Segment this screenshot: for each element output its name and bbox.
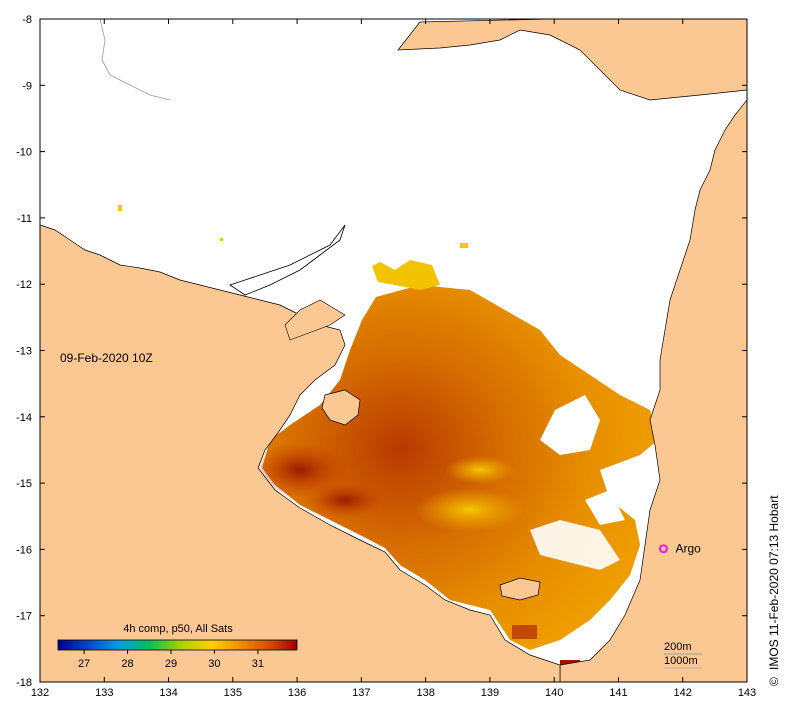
coastline-outline bbox=[99, 19, 171, 101]
lat-tick-label: -15 bbox=[16, 478, 32, 490]
lat-tick-label: -17 bbox=[16, 611, 32, 623]
scale-label-1000m: 1000m bbox=[664, 655, 698, 667]
longitude-axis: 132 133 134 135 136 137 138 139 140 141 142 143 bbox=[31, 19, 756, 699]
lon-tick-label: 132 bbox=[31, 687, 49, 699]
colorbar: 4h comp, p50, All Sats 27 28 29 30 31 bbox=[57, 623, 298, 670]
lon-tick-label: 140 bbox=[545, 687, 563, 699]
lon-tick-label: 141 bbox=[609, 687, 627, 699]
colorbar-tick-label: 28 bbox=[121, 658, 133, 670]
argo-dot-icon bbox=[658, 544, 668, 554]
map-plot-area bbox=[40, 19, 747, 682]
colorbar-gradient bbox=[57, 639, 298, 651]
colorbar-tick-label: 27 bbox=[78, 658, 90, 670]
lat-tick-label: -16 bbox=[16, 544, 32, 556]
credit-block: © IMOS 11-Feb-2020 07:13 Hobart bbox=[767, 495, 781, 686]
lon-tick-label: 138 bbox=[416, 687, 434, 699]
lon-tick-label: 143 bbox=[738, 687, 756, 699]
lat-tick-label: -10 bbox=[16, 147, 32, 159]
copyright-icon: © bbox=[767, 677, 781, 686]
lon-tick-label: 133 bbox=[95, 687, 113, 699]
colorbar-title: 4h comp, p50, All Sats bbox=[123, 623, 233, 635]
lon-tick-label: 135 bbox=[224, 687, 242, 699]
lat-tick-label: -9 bbox=[22, 80, 32, 92]
lat-tick-label: -13 bbox=[16, 346, 32, 358]
land-masses bbox=[40, 19, 747, 682]
credit-text: IMOS 11-Feb-2020 07:13 Hobart bbox=[767, 495, 781, 670]
colorbar-tick-label: 29 bbox=[165, 658, 177, 670]
lat-tick-label: -14 bbox=[16, 412, 32, 424]
argo-float-marker: Argo bbox=[658, 542, 701, 556]
argo-label: Argo bbox=[675, 542, 701, 556]
colorbar-ticks: 27 28 29 30 31 bbox=[78, 650, 264, 670]
latitude-axis: -8 -9 -10 -11 -12 -13 -14 -15 -16 -17 -18 bbox=[16, 14, 747, 689]
lat-tick-label: -12 bbox=[16, 279, 32, 291]
colorbar-tick-label: 30 bbox=[208, 658, 220, 670]
lon-tick-label: 137 bbox=[352, 687, 370, 699]
colorbar-tick-label: 31 bbox=[252, 658, 264, 670]
lat-tick-label: -11 bbox=[17, 213, 32, 225]
lon-tick-label: 134 bbox=[159, 687, 177, 699]
date-label: 09-Feb-2020 10Z bbox=[60, 351, 153, 365]
lon-tick-label: 142 bbox=[674, 687, 692, 699]
cloud-gaps bbox=[530, 395, 625, 570]
lat-tick-label: -18 bbox=[16, 677, 32, 689]
lat-tick-label: -8 bbox=[22, 14, 32, 26]
lon-tick-label: 139 bbox=[481, 687, 499, 699]
lon-tick-label: 136 bbox=[288, 687, 306, 699]
scale-label-200m: 200m bbox=[664, 641, 692, 653]
